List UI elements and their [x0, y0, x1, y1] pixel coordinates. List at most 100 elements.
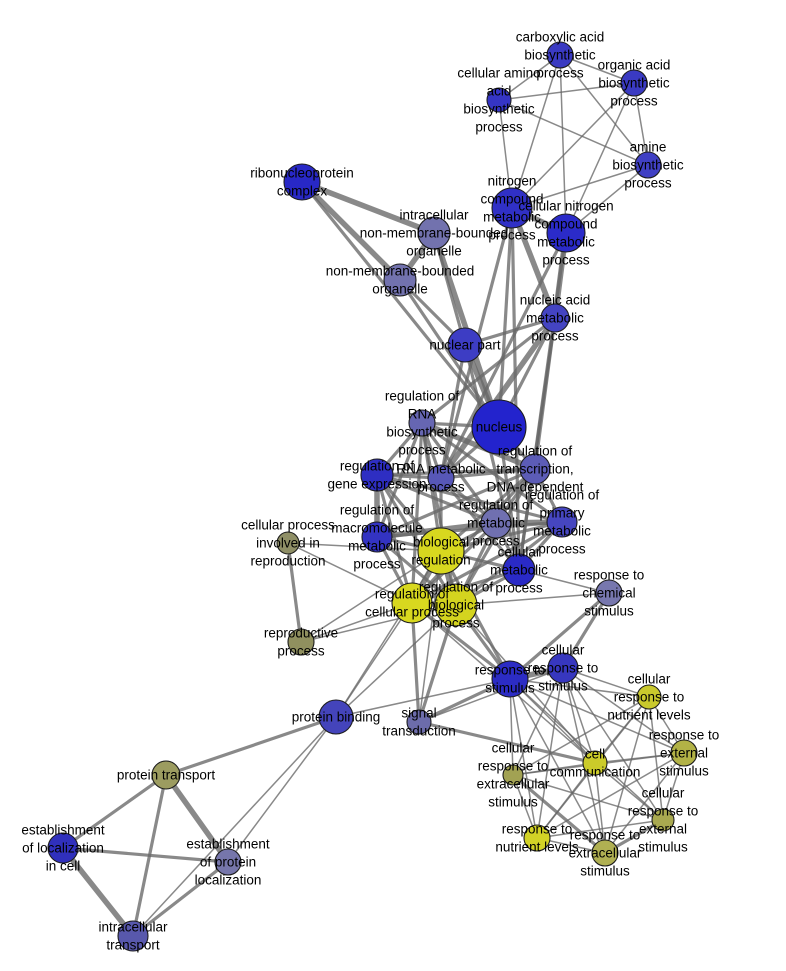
edge-intracellularTransport-proteinBinding[interactable] — [132, 716, 337, 937]
edge-estProteinLoc-intracellularTransport[interactable] — [131, 860, 230, 938]
node-nucleicAcidMetabolic[interactable] — [540, 303, 570, 333]
node-responseExternal[interactable] — [670, 739, 698, 767]
edge-cellRespStimulus-cellRespExtracell[interactable] — [512, 667, 564, 776]
edge-regGeneExpr-regBiologicalProc[interactable] — [375, 473, 458, 607]
edge-cellRespNutrient-cellRespExtracell[interactable] — [512, 696, 650, 776]
edge-proteinTransport-estLocCell[interactable] — [61, 773, 168, 850]
node-amineBio[interactable] — [634, 151, 662, 179]
edge-proteinTransport-estProteinLoc[interactable] — [163, 772, 231, 865]
edge-estProteinLoc-proteinBinding[interactable] — [227, 716, 337, 863]
edge-cellComm-responseExtracell[interactable] — [594, 762, 606, 854]
edge-nmbOrganelle-nucleus[interactable] — [398, 278, 501, 429]
node-riboComplex[interactable] — [283, 163, 321, 201]
edge-cellRespStimulus-cellComm[interactable] — [562, 667, 596, 764]
edge-cellComm-responseNutrient[interactable] — [536, 762, 596, 839]
edge-riboComplex-intraNmbOrganelle[interactable] — [299, 179, 437, 236]
node-intracellularTransport[interactable] — [117, 920, 149, 952]
node-carboxylicAcidBio[interactable] — [546, 41, 574, 69]
node-regBiologicalProc[interactable] — [434, 583, 478, 627]
edge-responseStimulus-cellRespNutrient[interactable] — [509, 678, 650, 698]
edge-regPrimaryMetabolic-regCellularProc[interactable] — [410, 520, 564, 605]
edge-bioReg-responseStimulus[interactable] — [439, 549, 512, 681]
node-intraNmbOrganelle[interactable] — [417, 216, 451, 250]
node-regGeneExpr[interactable] — [360, 458, 394, 492]
edge-cellRespNutrient-cellRespExternal[interactable] — [648, 696, 664, 821]
node-cellularAminoAcidBio[interactable] — [486, 87, 512, 113]
edge-organicAcidBio-nitrogenCompound[interactable] — [511, 82, 635, 209]
edge-responseStimulus-proteinBinding[interactable] — [335, 678, 511, 718]
node-regMetabolic[interactable] — [480, 507, 512, 539]
edge-responseStimulus-responseExternal[interactable] — [509, 678, 685, 754]
edge-bioReg-reproductiveProc[interactable] — [300, 550, 442, 643]
edge-bioReg-cpir[interactable] — [287, 542, 442, 552]
edge-amineBio-nitrogenCompound[interactable] — [511, 164, 649, 209]
edge-nucleicAcidMetabolic-regTranscription[interactable] — [533, 316, 557, 471]
node-proteinBinding[interactable] — [318, 699, 354, 735]
node-responseStimulus[interactable] — [491, 660, 529, 698]
edge-regRnaBio-regCellularProc[interactable] — [410, 421, 424, 605]
node-responseExtracell[interactable] — [591, 839, 619, 867]
edge-regTranscription-regMacromol[interactable] — [375, 467, 537, 539]
edge-responseStimulus-responseNutrient[interactable] — [509, 678, 538, 839]
edge-responseExternal-responseExtracell[interactable] — [604, 752, 685, 854]
node-regMacromol[interactable] — [361, 521, 393, 553]
edge-regBiologicalProc-responseChemical[interactable] — [455, 592, 610, 606]
node-estProteinLoc[interactable] — [214, 848, 242, 876]
edge-estLocCell-intracellularTransport[interactable] — [60, 845, 136, 939]
edge-riboComplex-nmbOrganelle[interactable] — [299, 179, 403, 283]
edge-proteinTransport-proteinBinding[interactable] — [164, 715, 338, 777]
node-cellularNitrogen[interactable] — [546, 213, 586, 253]
edge-cellRespExtracell-cellRespExternal[interactable] — [512, 774, 664, 821]
node-cellRespStimulus[interactable] — [547, 652, 579, 684]
node-regRnaBio[interactable] — [408, 409, 436, 437]
edge-responseStimulus-cellRespExternal[interactable] — [509, 678, 664, 821]
node-cellRespExternal[interactable] — [651, 808, 675, 832]
node-nucleus[interactable] — [471, 399, 527, 455]
node-reproductiveProc[interactable] — [287, 628, 315, 656]
node-responseChemical[interactable] — [595, 579, 623, 607]
node-cpir[interactable] — [276, 531, 300, 555]
node-proteinTransport[interactable] — [151, 760, 181, 790]
edge-organicAcidBio-amineBio[interactable] — [633, 82, 649, 166]
edge-cellComm-signalTransduction[interactable] — [417, 720, 597, 765]
edge-responseStimulus-responseChemical[interactable] — [508, 591, 611, 681]
edge-cellRespExternal-responseNutrient[interactable] — [536, 819, 664, 839]
edge-cellularAminoAcidBio-organicAcidBio[interactable] — [498, 82, 635, 101]
node-nmbOrganelle[interactable] — [383, 263, 417, 297]
edge-cellularAminoAcidBio-amineBio[interactable] — [498, 99, 649, 166]
node-nuclearPart[interactable] — [447, 327, 483, 363]
edge-cellRespStimulus-responseExternal[interactable] — [562, 667, 685, 754]
edge-estLocCell-estProteinLoc[interactable] — [61, 846, 230, 864]
edge-regBiologicalProc-proteinBinding[interactable] — [335, 604, 457, 718]
node-regTranscription[interactable] — [519, 453, 551, 485]
edge-cellRespStimulus-cellRespExternal[interactable] — [562, 667, 664, 821]
node-regCellularProc[interactable] — [391, 582, 433, 624]
edge-regGeneExpr-regCellularProc[interactable] — [375, 473, 414, 605]
edge-carboxylicAcidBio-amineBio[interactable] — [559, 54, 649, 166]
edge-nucleicAcidMetabolic-regRnaBio[interactable] — [420, 316, 557, 425]
edge-carboxylicAcidBio-nitrogenCompound[interactable] — [511, 54, 561, 209]
edge-cpir-reproductiveProc[interactable] — [286, 541, 303, 644]
edge-bioReg-proteinBinding[interactable] — [335, 550, 442, 718]
edge-cellComm-cellRespExternal[interactable] — [594, 762, 664, 821]
edge-regCellularProc-responseStimulus[interactable] — [410, 601, 512, 681]
edge-responseStimulus-responseExtracell[interactable] — [509, 678, 606, 854]
edge-cellRespStimulus-signalTransduction[interactable] — [418, 667, 564, 723]
node-nitrogenCompound[interactable] — [491, 187, 533, 229]
edge-cellRespExtracell-responseExtracell[interactable] — [511, 773, 607, 855]
node-regPrimaryMetabolic[interactable] — [546, 506, 578, 538]
edge-regCellularProc-cpir[interactable] — [287, 542, 413, 604]
node-estLocCell[interactable] — [47, 832, 79, 864]
edge-regGeneExpr-regMetabolic[interactable] — [375, 473, 498, 525]
node-responseNutrient[interactable] — [523, 824, 551, 852]
node-organicAcidBio[interactable] — [620, 69, 648, 97]
edge-regGeneExpr-regPrimaryMetabolic[interactable] — [375, 473, 564, 524]
node-cellComm[interactable] — [582, 750, 608, 776]
node-cellRespNutrient[interactable] — [636, 684, 662, 710]
edge-responseExternal-responseNutrient[interactable] — [536, 752, 685, 839]
edge-organicAcidBio-cellularNitrogen[interactable] — [565, 82, 635, 234]
node-rnaMetabolic[interactable] — [427, 464, 455, 492]
node-signalTransduction[interactable] — [406, 709, 432, 735]
edge-regTranscription-rnaMetabolic[interactable] — [439, 467, 537, 480]
edge-carboxylicAcidBio-cellularNitrogen[interactable] — [559, 54, 567, 234]
